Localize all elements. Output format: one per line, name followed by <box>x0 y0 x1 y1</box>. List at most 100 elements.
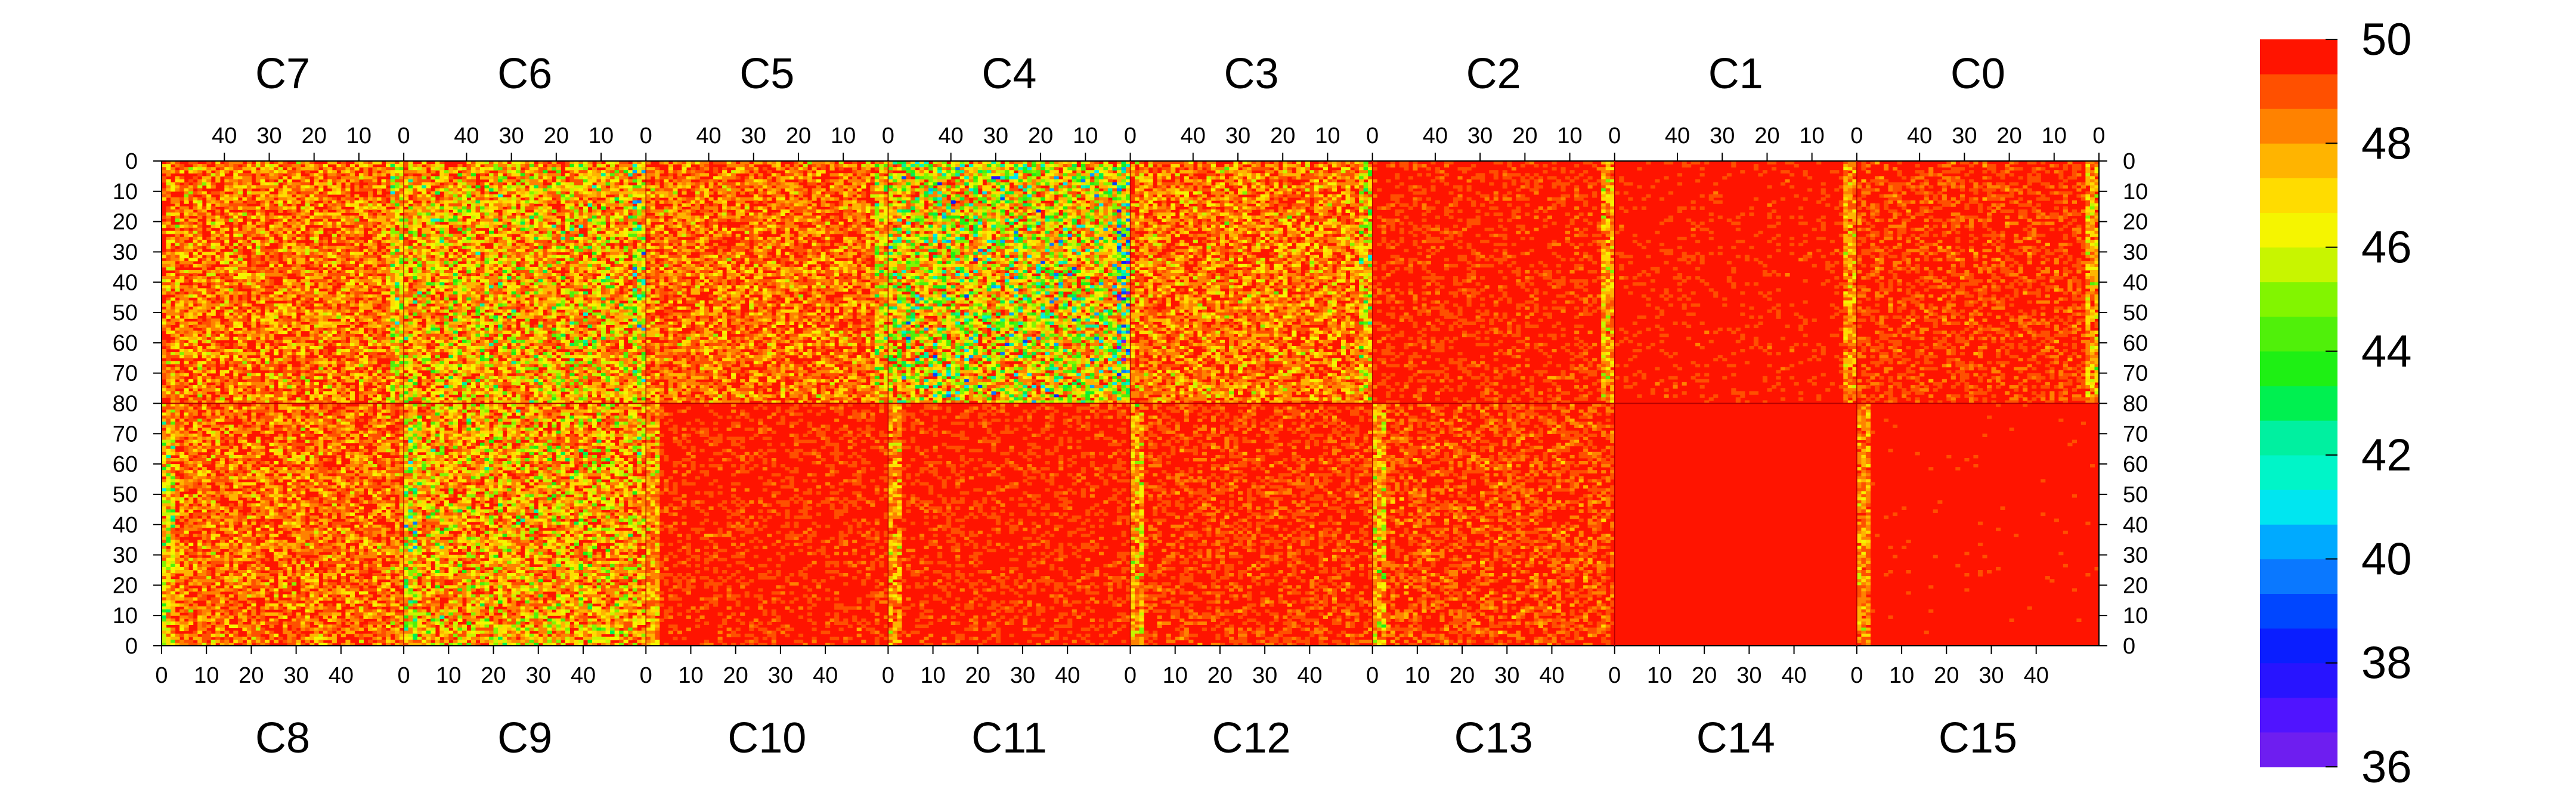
heatmap-cell <box>202 309 207 313</box>
heatmap-cell <box>265 170 270 174</box>
heatmap-cell <box>534 303 539 307</box>
heatmap-cell <box>466 224 472 228</box>
heatmap-cell <box>372 215 377 219</box>
heatmap-cell <box>340 300 346 304</box>
heatmap-cell <box>327 303 333 307</box>
heatmap-cell <box>435 397 440 401</box>
heatmap-cell <box>426 291 431 295</box>
heatmap-cell <box>301 167 306 171</box>
heatmap-cell <box>386 297 391 301</box>
heatmap-cell <box>507 173 512 177</box>
heatmap-cell <box>340 394 346 398</box>
heatmap-cell <box>292 352 297 355</box>
heatmap-cell <box>287 367 292 371</box>
heatmap-cell <box>457 300 463 304</box>
heatmap-cell <box>466 291 472 295</box>
heatmap-cell <box>435 327 440 332</box>
heatmap-cell <box>219 373 225 377</box>
heatmap-cell <box>210 346 216 349</box>
heatmap-cell <box>511 324 516 329</box>
heatmap-cell <box>210 367 216 371</box>
heatmap-cell <box>219 400 225 404</box>
heatmap-cell <box>202 243 207 246</box>
heatmap-cell <box>228 379 234 383</box>
heatmap-cell <box>381 224 386 228</box>
heatmap-cell <box>269 379 274 383</box>
heatmap-cell <box>404 394 409 398</box>
heatmap-cell <box>489 388 494 392</box>
heatmap-cell <box>377 261 382 265</box>
heatmap-cell <box>516 200 521 204</box>
heatmap-cell <box>340 270 346 274</box>
heatmap-cell <box>246 161 252 165</box>
heatmap-cell <box>246 373 252 377</box>
heatmap-cell <box>484 237 490 240</box>
heatmap-cell <box>480 167 485 171</box>
heatmap-cell <box>426 352 431 355</box>
heatmap-cell <box>246 361 252 365</box>
heatmap-cell <box>372 237 377 240</box>
heatmap-cell <box>448 291 454 295</box>
heatmap-cell <box>372 297 377 301</box>
heatmap-cell <box>179 170 185 174</box>
heatmap-cell <box>345 309 351 313</box>
heatmap-cell <box>340 170 346 174</box>
heatmap-cell <box>448 218 454 222</box>
heatmap-cell <box>511 376 516 380</box>
heatmap-cell <box>287 270 292 274</box>
heatmap-cell <box>534 312 539 316</box>
heatmap-cell <box>228 321 234 325</box>
heatmap-cell <box>215 170 221 174</box>
heatmap-cell <box>386 161 391 165</box>
heatmap-cell <box>439 285 445 289</box>
heatmap-cell <box>314 376 319 380</box>
heatmap-cell <box>426 300 431 304</box>
heatmap-cell <box>354 230 360 234</box>
heatmap-cell <box>395 367 400 371</box>
heatmap-cell <box>332 388 337 392</box>
heatmap-cell <box>377 367 382 371</box>
heatmap-cell <box>466 379 472 383</box>
heatmap-cell <box>255 176 261 180</box>
heatmap-cell <box>453 209 458 213</box>
heatmap-cell <box>162 188 167 192</box>
heatmap-cell <box>516 197 521 201</box>
heatmap-cell <box>242 227 247 231</box>
heatmap-cell <box>237 361 243 365</box>
heatmap-cell <box>251 358 256 361</box>
heatmap-cell <box>408 306 413 310</box>
heatmap-cell <box>525 342 530 346</box>
heatmap-cell <box>368 339 373 343</box>
heatmap-cell <box>301 376 306 380</box>
heatmap-cell <box>336 382 342 386</box>
heatmap-cell <box>246 179 252 183</box>
heatmap-cell <box>358 252 364 256</box>
heatmap-cell <box>327 230 333 234</box>
heatmap-cell <box>475 352 481 355</box>
heatmap-cell <box>493 330 499 335</box>
heatmap-cell <box>301 394 306 398</box>
heatmap-cell <box>278 306 283 310</box>
heatmap-cell <box>413 270 418 274</box>
heatmap-cell <box>314 400 319 404</box>
heatmap-cell <box>193 182 198 186</box>
heatmap-cell <box>453 218 458 222</box>
heatmap-cell <box>386 273 391 277</box>
heatmap-cell <box>292 330 297 335</box>
heatmap-cell <box>426 294 431 298</box>
heatmap-cell <box>444 315 449 319</box>
heatmap-cell <box>283 397 288 401</box>
heatmap-cell <box>179 224 185 228</box>
heatmap-cell <box>349 391 355 395</box>
heatmap-cell <box>422 203 427 207</box>
heatmap-cell <box>166 243 171 246</box>
heatmap-cell <box>368 376 373 380</box>
heatmap-cell <box>336 288 342 292</box>
heatmap-cell <box>395 194 400 198</box>
heatmap-cell <box>399 370 404 374</box>
heatmap-cell <box>314 318 319 322</box>
heatmap-cell <box>507 252 512 256</box>
heatmap-cell <box>251 255 256 259</box>
heatmap-cell <box>336 191 342 195</box>
heatmap-cell <box>534 330 539 335</box>
